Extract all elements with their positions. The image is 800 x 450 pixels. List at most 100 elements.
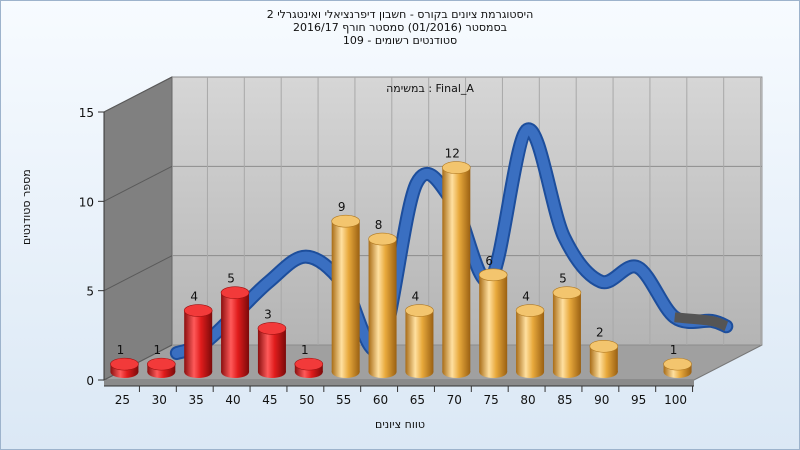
x-tick-label: 70	[447, 393, 462, 407]
bar-top	[294, 357, 324, 371]
bar-base	[589, 366, 618, 378]
bar: 12	[442, 147, 471, 378]
bar-base	[552, 366, 581, 378]
x-tick-label: 45	[262, 393, 277, 407]
bar-body	[479, 274, 508, 372]
bar-value-label: 4	[522, 290, 530, 304]
bar-value-label: 9	[338, 200, 346, 214]
grid-line-side	[103, 255, 173, 292]
bar-value-label: 3	[264, 307, 272, 321]
chart-title: היסטוגרמת ציונים בקורס - חשבון דיפרנציאל…	[0, 8, 800, 47]
bar-top	[368, 232, 397, 246]
bar-base	[257, 366, 286, 378]
bar: 4	[515, 290, 545, 378]
bar-top	[442, 161, 471, 174]
bar: 8	[368, 218, 397, 378]
bar-body	[184, 310, 213, 372]
x-tick-label: 85	[557, 393, 572, 407]
bar: 5	[552, 272, 582, 378]
bar-value-label: 1	[301, 343, 309, 357]
bar-top	[405, 304, 434, 317]
bar-value-label: 6	[485, 254, 493, 268]
x-tick-label: 35	[189, 393, 204, 407]
bars: 1 1 4 5 3 1 9 8 4 12 6 4 5 2 1	[110, 147, 692, 378]
x-tick-label: 50	[299, 393, 314, 407]
bar: 4	[183, 290, 213, 378]
bar: 9	[331, 200, 360, 378]
bar-top	[147, 357, 176, 371]
x-tick-label: 90	[594, 393, 609, 407]
bar-top	[220, 286, 250, 299]
bar-base	[221, 366, 250, 378]
x-tick-label: 75	[484, 393, 499, 407]
bar: 1	[147, 343, 176, 378]
bar-top	[257, 322, 287, 335]
x-tick-label: 65	[410, 393, 425, 407]
bar-value-label: 1	[117, 343, 125, 357]
bar-top	[183, 304, 213, 317]
y-axis: 0 5 10 15	[79, 106, 105, 388]
bar-body	[516, 310, 545, 372]
bar-base	[184, 366, 213, 378]
x-tick-label: 100	[664, 393, 687, 407]
x-tick-label: 40	[225, 393, 240, 407]
x-tick-label: 25	[115, 393, 130, 407]
bar-value-label: 4	[190, 290, 198, 304]
x-tick-label: 80	[520, 393, 535, 407]
bar: 1	[110, 343, 139, 378]
bar: 6	[478, 254, 508, 378]
grid-line-side	[103, 76, 173, 113]
bar: 5	[220, 272, 250, 378]
bar-value-label: 5	[227, 272, 235, 286]
bar-value-label: 12	[445, 147, 460, 161]
bar: 4	[405, 290, 434, 378]
bar-value-label: 1	[153, 343, 161, 357]
bar-value-label: 8	[375, 218, 383, 232]
side-wall	[103, 76, 173, 381]
bar: 3	[257, 307, 287, 378]
bar-body	[405, 310, 434, 372]
x-tick-label: 60	[373, 393, 388, 407]
bar-base	[479, 366, 508, 378]
bar-top	[515, 304, 545, 317]
bar-body	[552, 292, 581, 372]
bar: 1	[294, 343, 324, 378]
grid-line-side	[103, 165, 173, 202]
y-tick-label: 10	[79, 195, 94, 209]
bar-top	[663, 357, 692, 371]
task-annotation: במשימה : Final_A	[386, 82, 474, 95]
title-line-3: סטודנטים רשומים - 109	[342, 34, 458, 47]
title-line-1: היסטוגרמת ציונים בקורס - חשבון דיפרנציאל…	[266, 8, 534, 21]
bar-value-label: 2	[596, 325, 604, 339]
bar-top	[331, 214, 360, 228]
x-tick-label: 95	[631, 393, 646, 407]
bar-top	[478, 268, 508, 282]
bar-base	[331, 366, 360, 378]
y-tick-label: 5	[86, 285, 94, 299]
bar-base	[405, 366, 434, 378]
y-tick-label: 0	[86, 374, 94, 388]
x-tick-label: 30	[152, 393, 167, 407]
bar-top	[110, 357, 139, 371]
bar-value-label: 4	[412, 290, 420, 304]
bar: 2	[589, 325, 619, 378]
grid-lines	[103, 76, 762, 381]
bar-base	[442, 366, 471, 378]
bar: 1	[663, 343, 692, 378]
bar-base	[368, 366, 397, 378]
y-tick-label: 15	[79, 106, 94, 120]
bar-body	[331, 221, 360, 372]
x-axis: 25 30 35 40 45 50 55 60 65 70 75 80 85 90 95 100	[104, 385, 694, 407]
bar-body	[368, 239, 397, 372]
bar-top	[552, 286, 582, 299]
bar-body	[257, 328, 286, 372]
curve-tail	[674, 312, 729, 331]
y-axis-label: מספר סטודנטים	[20, 169, 33, 245]
bar-base	[516, 366, 545, 378]
floor-edge	[104, 380, 694, 386]
bar-body	[221, 292, 250, 372]
bar-value-label: 5	[559, 272, 567, 286]
title-line-2: בסמסטר (01/2016) סמסטר חורף 2016/17	[293, 21, 507, 34]
bar-body	[442, 167, 471, 372]
